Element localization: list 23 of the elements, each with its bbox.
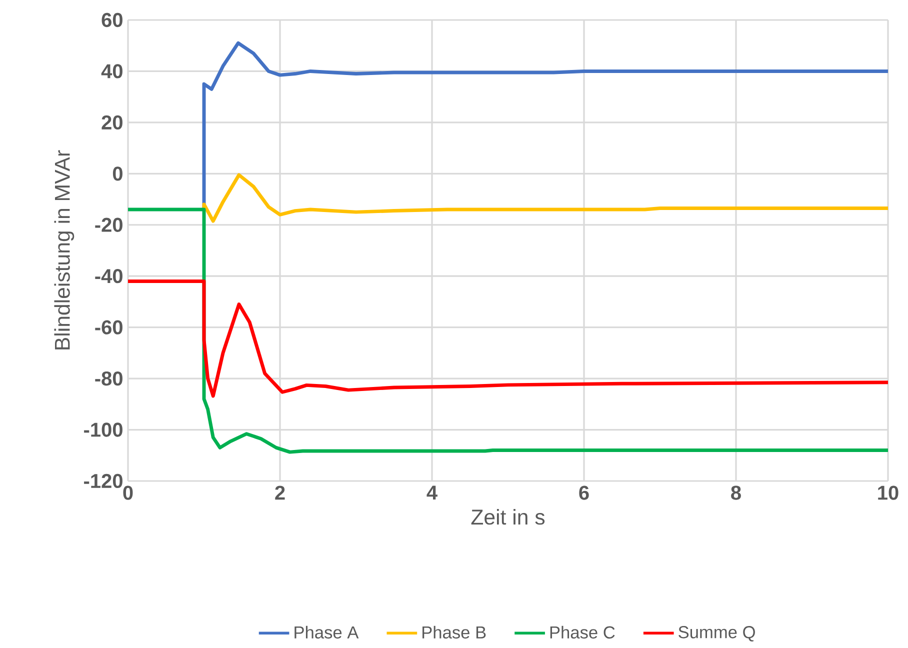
x-tick-label: 2 [275,486,285,500]
x-tick-label: 10 [878,486,898,500]
y-tick-label: -40 [95,269,122,284]
y-tick-label: -120 [84,474,122,488]
line-series [126,279,890,398]
y-tick-label: -20 [95,218,122,232]
x-axis-title: Zeit in s [471,509,545,525]
legend-label: Summe Q [678,626,755,642]
y-tick-label: -60 [95,320,122,334]
x-tick-label: 0 [123,486,133,500]
legend-label: Phase B [422,626,486,639]
legend-label: Phase A [294,626,359,639]
y-tick-label: 60 [102,12,122,28]
y-tick-label: 40 [101,64,122,78]
x-tick-label: 6 [579,486,589,500]
legend-label: Phase C [550,626,615,639]
y-tick-label: -80 [95,371,122,386]
x-tick-label: 8 [731,486,741,500]
y-axis-title: Blindleistung in MVAr [54,150,74,350]
y-tick-label: -100 [84,422,122,437]
x-tick-label: 4 [426,486,438,500]
y-tick-label: 20 [102,115,122,130]
y-tick-label: 0 [112,166,122,181]
